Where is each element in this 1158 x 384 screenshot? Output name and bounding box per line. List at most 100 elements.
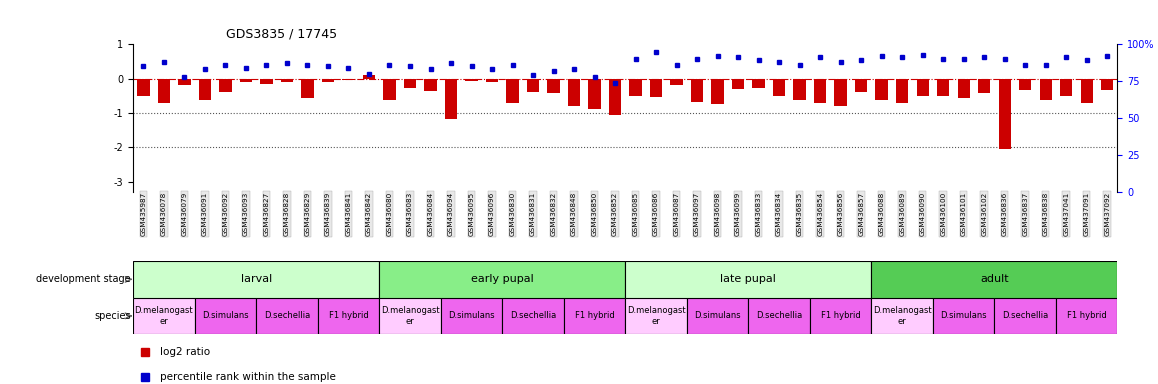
Bar (772, 79, 785, 96)
Bar (896, 79, 908, 103)
Text: D.sechellia: D.sechellia (1002, 311, 1048, 320)
Bar (506, 79, 519, 103)
Text: GSM436092: GSM436092 (222, 192, 228, 236)
Bar (486, 79, 498, 82)
Bar (933, 298, 995, 334)
Bar (793, 79, 806, 100)
Text: larval: larval (241, 274, 272, 285)
Text: GSM436084: GSM436084 (427, 192, 433, 236)
Bar (753, 79, 764, 88)
Text: percentile rank within the sample: percentile rank within the sample (160, 371, 336, 382)
Bar (1080, 79, 1093, 103)
Bar (178, 79, 191, 85)
Bar (564, 298, 625, 334)
Text: F1 hybrid: F1 hybrid (574, 311, 615, 320)
Text: GSM436841: GSM436841 (345, 192, 352, 236)
Bar (280, 79, 293, 82)
Text: GSM436079: GSM436079 (182, 192, 188, 236)
Bar (855, 79, 867, 92)
Text: GSM436848: GSM436848 (571, 192, 577, 236)
Bar (835, 79, 846, 106)
Text: GSM436096: GSM436096 (489, 192, 494, 236)
Bar (441, 298, 503, 334)
Text: GSM436095: GSM436095 (469, 192, 475, 236)
Text: GSM436839: GSM436839 (325, 192, 331, 236)
Text: GSM437091: GSM437091 (1084, 192, 1090, 236)
Bar (625, 298, 687, 334)
Text: D.simulans: D.simulans (940, 311, 987, 320)
Text: D.melanogast
er: D.melanogast er (626, 306, 686, 326)
Bar (445, 79, 457, 119)
Text: D.melanogast
er: D.melanogast er (134, 306, 193, 326)
Bar (609, 79, 621, 115)
Text: log2 ratio: log2 ratio (160, 346, 210, 357)
Text: GDS3835 / 17745: GDS3835 / 17745 (226, 27, 337, 40)
Bar (219, 79, 232, 92)
Text: GSM436099: GSM436099 (735, 192, 741, 236)
Text: GSM436830: GSM436830 (510, 192, 515, 236)
Text: GSM436832: GSM436832 (550, 192, 557, 236)
Bar (650, 79, 662, 98)
Bar (1060, 79, 1072, 96)
Text: GSM436831: GSM436831 (530, 192, 536, 236)
Text: GSM436854: GSM436854 (818, 192, 823, 236)
Bar (199, 79, 211, 100)
Bar (979, 79, 990, 93)
Bar (711, 79, 724, 104)
Bar (809, 298, 871, 334)
Bar (256, 298, 317, 334)
Bar (814, 79, 827, 103)
Text: D.melanogast
er: D.melanogast er (381, 306, 439, 326)
Text: D.simulans: D.simulans (203, 311, 249, 320)
Text: GSM436852: GSM436852 (613, 192, 618, 236)
Text: F1 hybrid: F1 hybrid (821, 311, 860, 320)
Bar (871, 298, 933, 334)
Bar (157, 79, 170, 103)
Text: GSM436098: GSM436098 (714, 192, 720, 236)
Text: GSM436838: GSM436838 (1042, 192, 1049, 236)
Text: GSM436829: GSM436829 (305, 192, 310, 236)
Text: GSM436835: GSM436835 (797, 192, 802, 236)
Bar (687, 298, 748, 334)
Text: GSM436100: GSM436100 (940, 192, 946, 236)
Bar (1040, 79, 1051, 100)
Bar (548, 79, 559, 93)
Bar (261, 79, 272, 84)
Bar (1019, 79, 1032, 89)
Bar (362, 75, 375, 79)
Text: GSM436842: GSM436842 (366, 192, 372, 236)
Text: D.melanogast
er: D.melanogast er (873, 306, 931, 326)
Bar (871, 261, 1117, 298)
Text: D.sechellia: D.sechellia (264, 311, 310, 320)
Text: GSM436083: GSM436083 (406, 192, 413, 236)
Bar (875, 79, 888, 100)
Bar (527, 79, 540, 92)
Text: D.sechellia: D.sechellia (510, 311, 556, 320)
Bar (240, 79, 252, 82)
Bar (424, 79, 437, 91)
Bar (322, 79, 335, 82)
Bar (916, 79, 929, 96)
Text: GSM437092: GSM437092 (1105, 192, 1111, 236)
Bar (937, 79, 950, 96)
Text: GSM436102: GSM436102 (981, 192, 987, 236)
Bar (404, 79, 416, 88)
Text: GSM437041: GSM437041 (1063, 192, 1069, 236)
Text: GSM436089: GSM436089 (899, 192, 906, 236)
Bar (1056, 298, 1117, 334)
Bar (670, 79, 683, 85)
Bar (138, 79, 149, 96)
Text: D.sechellia: D.sechellia (756, 311, 802, 320)
Text: GSM436857: GSM436857 (858, 192, 864, 236)
Bar (503, 298, 564, 334)
Text: GSM436078: GSM436078 (161, 192, 167, 236)
Bar (958, 79, 969, 98)
Bar (133, 261, 380, 298)
Bar (466, 79, 477, 81)
Bar (317, 298, 380, 334)
Text: GSM436087: GSM436087 (674, 192, 680, 236)
Text: species: species (94, 311, 131, 321)
Text: GSM436837: GSM436837 (1023, 192, 1028, 236)
Bar (380, 261, 625, 298)
Bar (588, 79, 601, 109)
